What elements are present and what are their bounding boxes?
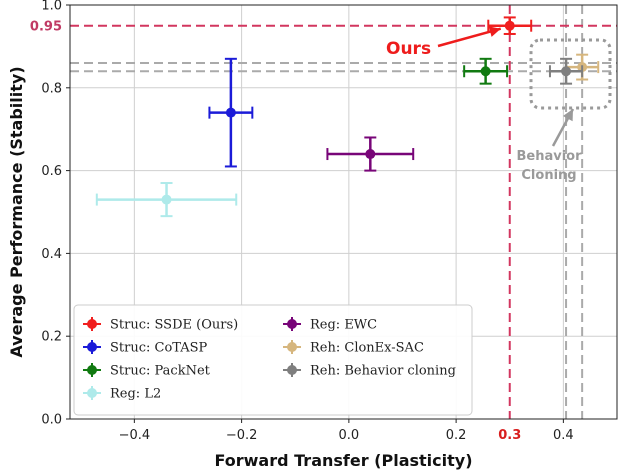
x-highlight-tick-label: 0.3 <box>498 428 521 443</box>
legend-item-0: Struc: SSDE (Ours) <box>83 317 238 333</box>
marker <box>504 20 515 31</box>
ours-annotation: Ours <box>386 39 431 59</box>
legend-item-2: Struc: PackNet <box>83 363 211 379</box>
annotations <box>437 26 612 147</box>
legend-box <box>73 304 473 416</box>
y-tick-label: 0.2 <box>41 330 62 345</box>
x-tick-label: −0.4 <box>119 428 151 443</box>
legend: Struc: SSDE (Ours) Struc: CoTASP Struc: Pa… <box>73 304 473 416</box>
y-tick-label: 1.0 <box>41 0 62 14</box>
marker <box>365 149 376 160</box>
x-tick-label: 0.4 <box>553 428 574 443</box>
behavior-cloning-arrowhead <box>562 109 573 122</box>
marker <box>480 66 491 77</box>
ours-arrowhead <box>488 26 501 37</box>
data-points <box>95 16 600 218</box>
data-point-3 <box>95 182 238 218</box>
y-axis-title: Average Performance (Stability) <box>7 66 26 357</box>
legend-marker <box>287 319 297 329</box>
y-tick-label: 0.8 <box>41 81 62 96</box>
behavior-cloning-label: Behavior <box>516 149 582 164</box>
legend-marker <box>287 365 297 375</box>
data-point-1 <box>208 57 254 168</box>
legend-label: Struc: SSDE (Ours) <box>110 318 238 333</box>
data-point-6 <box>548 57 584 85</box>
x-tick-label: −0.2 <box>226 428 258 443</box>
axes-frame <box>69 4 618 420</box>
legend-label: Reh: ClonEx-SAC <box>310 341 424 356</box>
x-tick-label: 0.0 <box>339 428 360 443</box>
legend-marker <box>87 388 97 398</box>
legend-item-6: Reh: Behavior cloning <box>283 363 456 379</box>
legend-item-1: Struc: CoTASP <box>83 340 208 356</box>
legend-marker <box>287 342 297 352</box>
legend-item-4: Reg: EWC <box>283 317 377 333</box>
y-tick-label: 0.6 <box>41 164 62 179</box>
x-axis-title: Forward Transfer (Plasticity) <box>214 451 472 470</box>
legend-label: Reg: L2 <box>110 387 161 402</box>
y-tick-label: 0.0 <box>41 413 62 428</box>
data-point-4 <box>326 136 415 172</box>
marker <box>561 66 572 77</box>
legend-label: Struc: CoTASP <box>110 341 208 356</box>
legend-marker <box>87 319 97 329</box>
legend-label: Struc: PackNet <box>110 364 211 379</box>
y-tick-label: 0.4 <box>41 247 62 262</box>
behavior-cloning-label: Cloning <box>521 168 576 183</box>
legend-marker <box>87 365 97 375</box>
legend-item-5: Reh: ClonEx-SAC <box>283 340 424 356</box>
x-tick-label: 0.2 <box>446 428 467 443</box>
behavior-cloning-highlight-box <box>529 38 612 110</box>
data-point-2 <box>463 57 509 85</box>
y-highlight-tick-label: 0.95 <box>30 20 62 35</box>
legend-label: Reh: Behavior cloning <box>310 364 456 379</box>
legend-marker <box>87 342 97 352</box>
marker <box>225 107 236 118</box>
legend-item-3: Reg: L2 <box>83 386 161 402</box>
legend-label: Reg: EWC <box>310 318 377 333</box>
data-point-0 <box>487 16 533 35</box>
marker <box>161 194 172 205</box>
